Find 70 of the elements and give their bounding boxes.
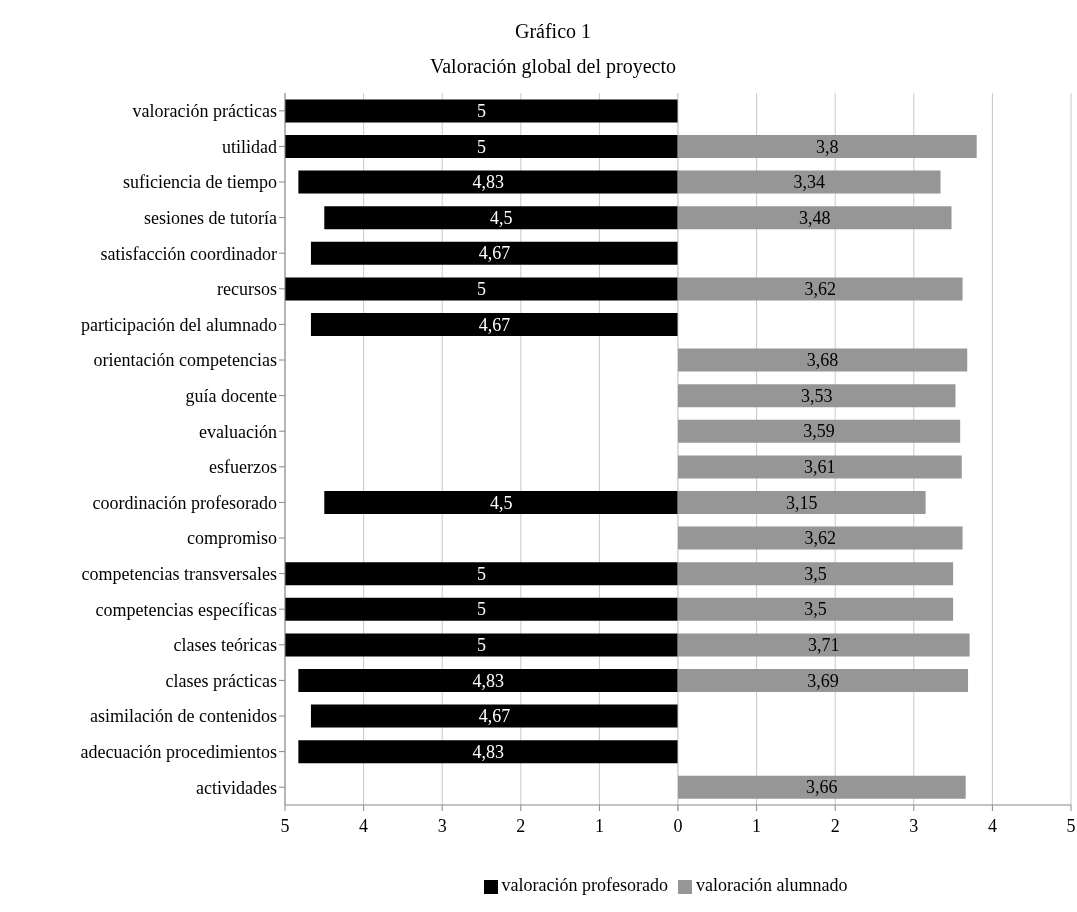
data-label: 3,48 bbox=[799, 207, 831, 228]
y-tick-label: compromiso bbox=[187, 528, 277, 549]
chart-subtitle: Valoración global del proyecto bbox=[429, 55, 677, 78]
data-label: 3,5 bbox=[804, 563, 827, 584]
y-tick-label: valoración prácticas bbox=[132, 101, 277, 122]
y-tick-label: clases prácticas bbox=[165, 670, 277, 691]
y-tick-label: orientación competencias bbox=[93, 350, 277, 371]
x-tick-label: 1 bbox=[594, 815, 604, 836]
data-label: 3,71 bbox=[808, 634, 840, 655]
y-tick-label: competencias específicas bbox=[95, 599, 277, 620]
bar bbox=[678, 775, 966, 799]
x-tick-label: 4 bbox=[987, 815, 997, 836]
data-label: 5 bbox=[477, 599, 486, 620]
data-label: 5 bbox=[477, 100, 486, 121]
data-label: 3,69 bbox=[807, 670, 839, 691]
y-tick-label: sesiones de tutoría bbox=[144, 207, 277, 228]
x-tick-label: 2 bbox=[830, 815, 840, 836]
data-label: 5 bbox=[477, 563, 486, 584]
data-label: 4,67 bbox=[478, 314, 511, 335]
data-label: 4,83 bbox=[472, 741, 504, 762]
legend-label: valoración profesorado bbox=[501, 875, 668, 895]
y-tick-label: competencias transversales bbox=[81, 563, 277, 584]
y-tick-label: adecuación procedimientos bbox=[80, 741, 277, 762]
chart-title: Gráfico 1 bbox=[513, 20, 593, 43]
x-tick-label: 5 bbox=[280, 815, 290, 836]
y-tick-label: satisfacción coordinador bbox=[100, 243, 277, 264]
data-label: 4,5 bbox=[489, 207, 513, 228]
x-tick-label: 2 bbox=[516, 815, 526, 836]
data-label: 3,61 bbox=[804, 456, 836, 477]
data-label: 3,62 bbox=[804, 528, 837, 549]
y-tick-label: clases teóricas bbox=[173, 635, 277, 656]
data-label: 4,83 bbox=[472, 670, 504, 691]
data-label: 3,5 bbox=[804, 599, 827, 620]
data-label: 4,83 bbox=[472, 172, 504, 193]
x-tick-label: 0 bbox=[673, 815, 683, 836]
data-label: 4,67 bbox=[478, 243, 511, 264]
data-label: 3,66 bbox=[806, 777, 838, 798]
y-tick-label: esfuerzos bbox=[209, 457, 277, 478]
bar bbox=[678, 384, 956, 408]
data-label: 3,15 bbox=[786, 492, 818, 513]
data-label: 3,62 bbox=[804, 278, 837, 299]
y-tick-label: participación del alumnado bbox=[81, 314, 277, 335]
data-label: 4,5 bbox=[489, 492, 513, 513]
y-tick-label: coordinación profesorado bbox=[92, 492, 277, 513]
y-tick-label: actividades bbox=[196, 777, 277, 798]
data-label: 5 bbox=[477, 634, 486, 655]
bar bbox=[678, 419, 961, 443]
x-tick-label: 5 bbox=[1066, 815, 1076, 836]
bar bbox=[678, 348, 968, 372]
x-tick-label: 4 bbox=[359, 815, 369, 836]
data-label: 3,59 bbox=[803, 421, 835, 442]
y-tick-label: evaluación bbox=[199, 421, 277, 442]
x-tick-label: 3 bbox=[909, 815, 919, 836]
data-label: 5 bbox=[477, 136, 486, 157]
data-label: 4,67 bbox=[478, 706, 511, 727]
data-label: 3,8 bbox=[816, 136, 839, 157]
data-label: 3,53 bbox=[800, 385, 833, 406]
bar bbox=[678, 455, 962, 479]
y-tick-label: asimilación de contenidos bbox=[90, 706, 277, 727]
data-label: 3,68 bbox=[806, 350, 839, 371]
y-tick-label: guía docente bbox=[185, 385, 277, 406]
legend-label: valoración alumnado bbox=[696, 875, 848, 895]
bar bbox=[678, 526, 963, 550]
x-tick-label: 3 bbox=[437, 815, 447, 836]
y-tick-label: recursos bbox=[217, 279, 277, 300]
y-tick-label: utilidad bbox=[222, 136, 277, 157]
data-label: 5 bbox=[477, 278, 486, 299]
data-label: 3,34 bbox=[793, 172, 826, 193]
x-tick-label: 1 bbox=[752, 815, 762, 836]
y-tick-label: suficiencia de tiempo bbox=[123, 172, 277, 193]
